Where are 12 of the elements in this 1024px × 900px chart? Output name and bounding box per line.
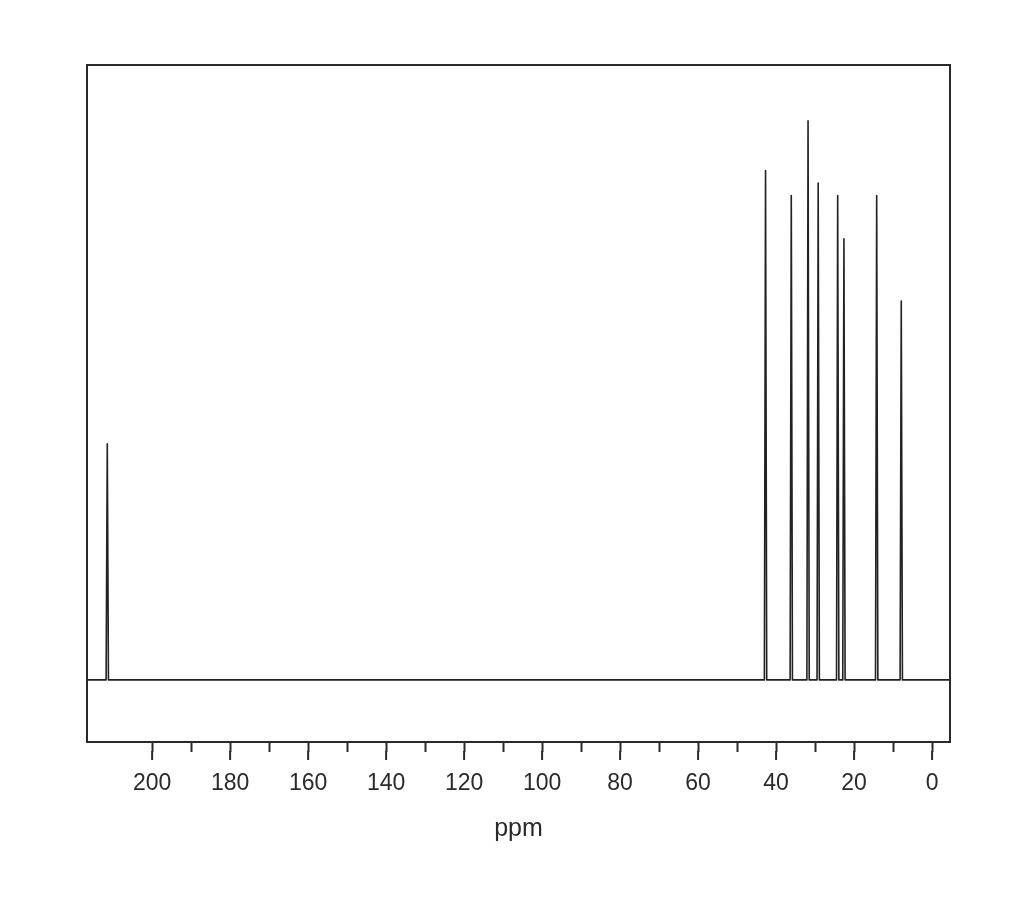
x-tick-label: 180: [210, 769, 250, 796]
x-tick-label: 0: [925, 769, 939, 796]
x-tick-label: 120: [444, 769, 484, 796]
x-tick-label: 40: [763, 769, 789, 796]
x-axis-title: ppm: [494, 812, 543, 841]
x-tick-label: 60: [685, 769, 711, 796]
x-tick-label: 80: [607, 769, 633, 796]
x-tick-label: 160: [288, 769, 328, 796]
x-tick-label: 140: [366, 769, 406, 796]
x-tick-label: 100: [522, 769, 562, 796]
x-tick-label: 200: [132, 769, 172, 796]
x-tick-label: 20: [841, 769, 867, 796]
